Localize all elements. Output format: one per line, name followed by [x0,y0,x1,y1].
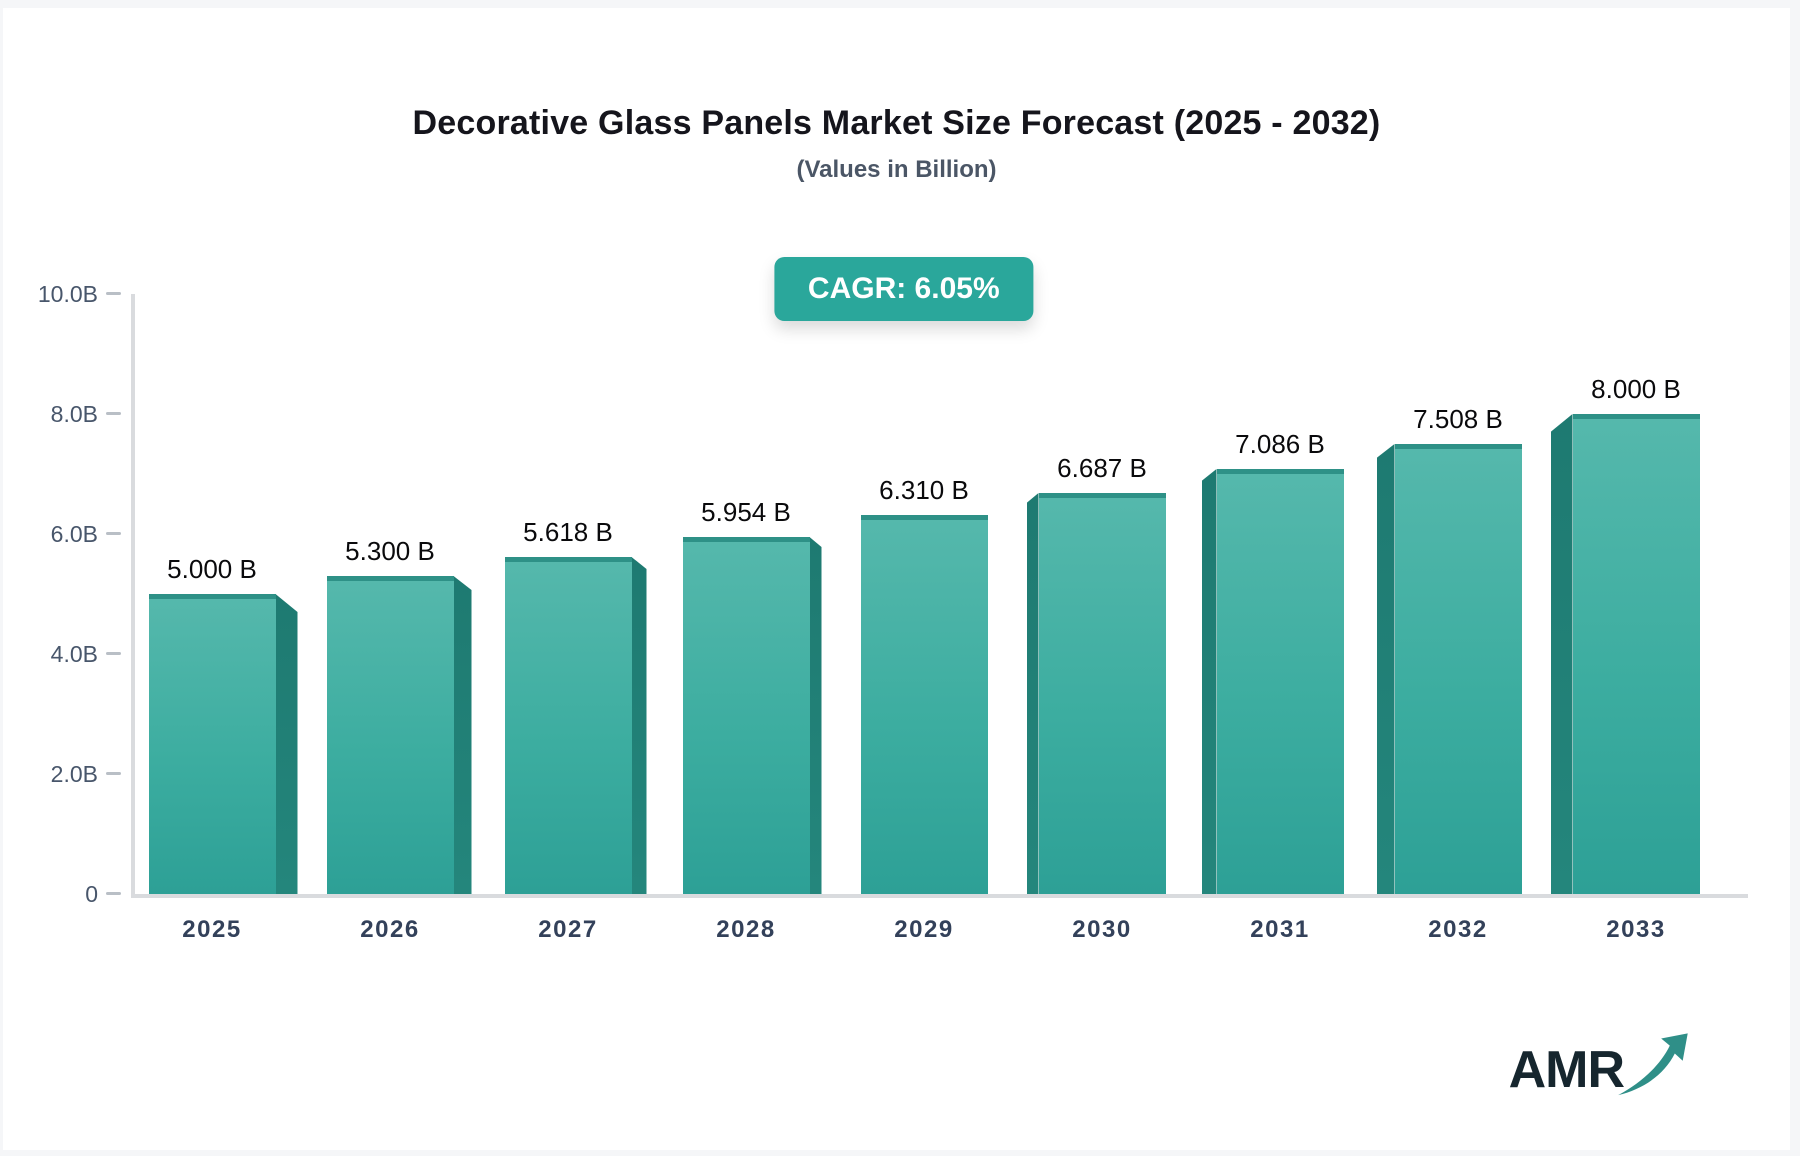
bar-2028 [682,537,810,894]
y-axis-tick-label: 10.0B [37,281,98,307]
x-axis-year-label: 2028 [716,916,776,943]
bar-side-3d [1550,414,1573,894]
x-axis-line [131,894,1748,898]
bar-value-label: 7.086 B [1235,429,1325,459]
bar-2025 [148,594,276,894]
y-axis-tick-label: 2.0B [50,761,98,787]
y-axis-tick-mark [106,292,121,295]
amr-logo: AMR [1508,1033,1690,1100]
bar-side-3d [631,557,647,894]
y-axis-tick-label: 4.0B [50,641,98,667]
y-axis-tick-mark [106,532,121,535]
bar-side-3d [275,594,298,894]
y-axis-tick-label: 0 [85,881,98,907]
x-axis-year-label: 2027 [538,916,598,943]
bar-side-3d [453,576,472,894]
bar-value-label: 5.954 B [701,497,791,527]
bar-2029 [860,515,988,894]
x-axis-year-label: 2026 [360,916,420,943]
x-axis-year-label: 2025 [182,916,242,943]
x-axis-year-label: 2029 [894,916,954,943]
y-axis-line [131,294,135,897]
chart-subtitle: (Values in Billion) [796,156,997,183]
x-axis-year-label: 2032 [1428,916,1488,943]
cagr-badge: CAGR: 6.05% [773,257,1034,321]
bar-side-3d [1376,444,1395,894]
bar-2026 [326,576,454,894]
bar-value-label: 8.000 B [1591,374,1681,404]
bar-chart-plot-area: 10.0B 8.0B 6.0B 4.0B 2.0B 0 5.000 B 2025 5.300 B… [3,8,1790,1150]
y-axis-tick-label: 8.0B [50,401,98,427]
y-axis-tick-mark [106,892,121,895]
x-axis-year-label: 2031 [1250,916,1310,943]
x-axis-year-label: 2030 [1072,916,1132,943]
bar-side-3d [1026,493,1039,894]
bar-value-label: 5.300 B [345,536,435,566]
bar-value-label: 5.000 B [167,554,257,584]
growth-arrow-icon [1618,1033,1688,1096]
y-axis-tick-label: 6.0B [50,521,98,547]
y-axis-tick-mark [106,652,121,655]
x-axis-year-label: 2033 [1606,916,1666,943]
bar-2031 [1216,469,1344,894]
bar-value-label: 7.508 B [1413,404,1503,434]
bar-2033 [1572,414,1700,894]
bar-2027 [504,557,632,894]
bar-2032 [1394,444,1522,894]
bar-side-3d [809,537,822,894]
bar-side-3d [1201,469,1217,894]
y-axis-tick-mark [106,412,121,415]
bar-value-label: 6.310 B [879,475,969,505]
chart-title: Decorative Glass Panels Market Size Fore… [412,104,1381,142]
bar-value-label: 5.618 B [523,517,613,547]
bar-2030 [1038,493,1166,894]
bar-value-label: 6.687 B [1057,453,1147,483]
y-axis-tick-mark [106,772,121,775]
chart-card: Decorative Glass Panels Market Size Fore… [3,8,1790,1150]
amr-logo-text: AMR [1508,1041,1625,1099]
